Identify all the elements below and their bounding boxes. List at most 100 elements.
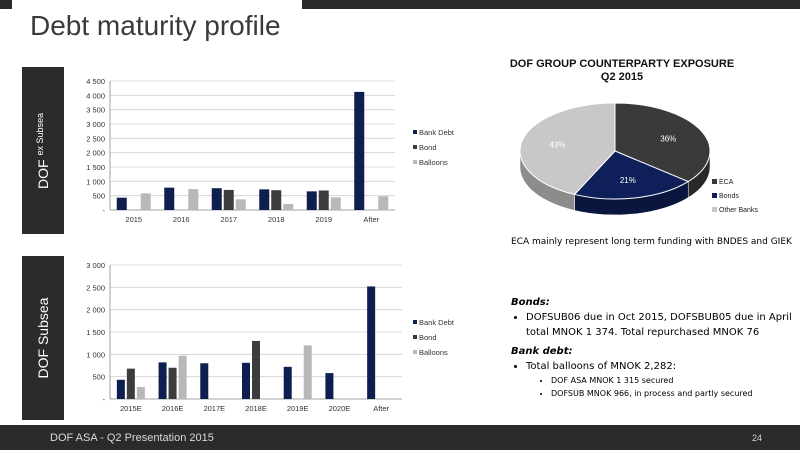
y-tick-label: 3 000 [86, 120, 105, 129]
side-label-sub: ex Subsea [35, 112, 45, 155]
pie-slice-other-banks [519, 102, 616, 195]
bar-balloons [235, 199, 246, 210]
bar-balloons [140, 193, 151, 210]
pie-legend-swatch [712, 179, 717, 184]
legend-label: Bank Debt [419, 128, 455, 137]
bar-balloons [378, 196, 389, 210]
x-tick-label: 2019 [315, 215, 332, 224]
bar-balloons [188, 189, 199, 210]
x-tick-label: 2016 [173, 215, 190, 224]
pie-slice-label: 21% [620, 176, 636, 185]
bar-chart-dof-ex-subsea: - 500 1 000 1 500 2 000 2 500 3 000 3 500 4 000 4… [86, 77, 455, 224]
bonds-heading: Bonds: [511, 297, 550, 308]
y-tick-label: 1 000 [86, 350, 105, 359]
x-tick-label: 2018E [245, 404, 267, 413]
pie-chart-title: DOF GROUP COUNTERPARTY EXPOSURE Q2 2015 [509, 58, 735, 83]
pie-slice-eca [614, 102, 711, 183]
pie-slice-bonds [573, 150, 690, 200]
x-tick-label: After [363, 215, 379, 224]
x-tick-label: 2020E [329, 404, 351, 413]
y-tick-label: 3 500 [86, 106, 105, 115]
x-tick-label: 2017 [220, 215, 237, 224]
legend-swatch [413, 130, 417, 134]
side-label-dof-ex-subsea: DOF ex Subsea [22, 67, 64, 234]
side-label-main: DOF [35, 158, 51, 189]
footer-presentation-label: DOF ASA - Q2 Presentation 2015 [50, 432, 214, 444]
y-tick-label: - [103, 206, 106, 215]
pie-legend-swatch [712, 207, 717, 212]
bar-bank-debt [283, 366, 292, 399]
bar-bank-debt [354, 91, 365, 210]
pie-slice-label: 43% [550, 141, 566, 150]
y-tick-label: 4 000 [86, 91, 105, 100]
pie-legend-label: ECA [719, 179, 734, 186]
page-title: Debt maturity profile [30, 10, 281, 41]
y-tick-label: 2 000 [86, 306, 105, 315]
y-tick-label: 2 500 [86, 283, 105, 292]
pie-legend-label: Bonds [719, 193, 739, 200]
x-tick-label: 2017E [203, 404, 225, 413]
top-bar-left [0, 0, 12, 9]
y-tick-label: 3 000 [86, 261, 105, 270]
legend-swatch [413, 160, 417, 164]
x-tick-label: 2019E [287, 404, 309, 413]
bar-balloons [303, 345, 312, 399]
legend-swatch [413, 320, 417, 324]
bank-debt-heading: Bank debt: [511, 346, 573, 357]
legend-label: Balloons [419, 348, 448, 357]
bar-bond [126, 368, 135, 399]
y-tick-label: 1 500 [86, 163, 105, 172]
bar-balloons [178, 355, 187, 399]
bar-bank-debt [116, 197, 127, 210]
x-tick-label: 2015E [120, 404, 142, 413]
bar-bank-debt [367, 286, 376, 399]
bar-bond [252, 340, 260, 399]
y-tick-label: 2 500 [86, 134, 105, 143]
bank-debt-item: Total balloons of MNOK 2,282: [526, 359, 796, 374]
bonds-item: DOFSUB06 due in Oct 2015, DOFSBUB05 due … [526, 310, 796, 340]
side-label-dof-subsea: DOF Subsea [22, 256, 64, 420]
pie-legend-swatch [712, 193, 717, 198]
bar-bond [223, 189, 234, 210]
bar-balloons [283, 203, 294, 210]
bar-bank-debt [242, 362, 250, 399]
y-tick-label: 500 [92, 373, 105, 382]
bar-bank-debt [259, 189, 270, 210]
bar-bank-debt [211, 188, 222, 210]
bar-bank-debt [325, 373, 334, 399]
pie-slice-label: 36% [660, 134, 676, 143]
bar-bank-debt [200, 363, 209, 399]
pie-legend-label: Other Banks [719, 207, 758, 214]
bar-balloons [330, 197, 341, 210]
x-tick-label: 2016E [162, 404, 184, 413]
y-tick-label: 1 000 [86, 177, 105, 186]
bar-bond [318, 190, 329, 210]
y-tick-label: 4 500 [86, 77, 105, 86]
legend-label: Bond [419, 143, 437, 152]
legend-label: Bank Debt [419, 318, 455, 327]
footer-page-number: 24 [751, 433, 762, 443]
y-tick-label: 500 [92, 192, 105, 201]
x-tick-label: 2015 [125, 215, 142, 224]
bar-balloons [136, 386, 145, 399]
notes-panel: Bonds: DOFSUB06 due in Oct 2015, DOFSBUB… [511, 297, 796, 400]
bank-debt-sub-item-dof-asa: DOF ASA MNOK 1 315 secured [551, 374, 796, 387]
legend-label: Balloons [419, 158, 448, 167]
bar-chart-dof-subsea: - 500 1 000 1 500 2 000 2 500 3 000 2015E 2016E 2… [86, 261, 455, 413]
y-tick-label: 2 000 [86, 149, 105, 158]
legend-swatch [413, 145, 417, 149]
bar-bank-debt [116, 379, 125, 399]
top-bar-right [302, 0, 800, 9]
legend-swatch [413, 335, 417, 339]
y-tick-label: - [103, 395, 106, 404]
x-tick-label: 2018 [268, 215, 285, 224]
legend-swatch [413, 350, 417, 354]
bar-bank-debt [158, 362, 167, 399]
x-tick-label: After [373, 404, 389, 413]
side-label-bottom: DOF Subsea [35, 297, 51, 379]
bar-bond [271, 190, 282, 210]
bank-debt-sub-item-dofsub: DOFSUB MNOK 966, in process and partly s… [551, 387, 796, 400]
bar-bank-debt [306, 191, 317, 210]
pie-chart-counterparty-exposure: 36% 21% 43% ECA Bonds Other Banks [519, 102, 758, 216]
footer-bar: DOF ASA - Q2 Presentation 2015 24 [0, 425, 800, 450]
